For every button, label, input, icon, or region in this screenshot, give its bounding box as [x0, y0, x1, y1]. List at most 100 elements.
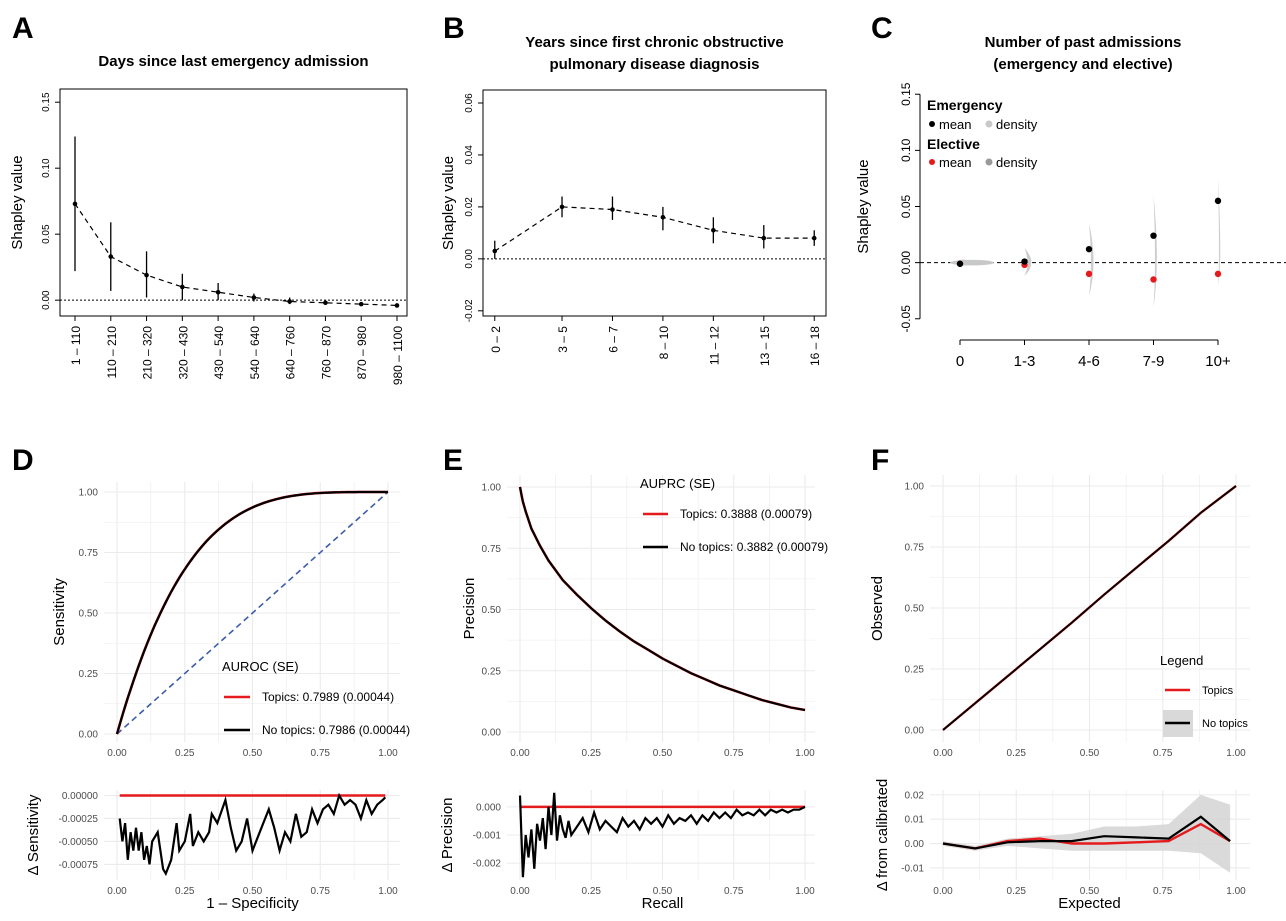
d-sub-ytick-label: -0.00025	[59, 814, 99, 825]
b-xtick-label: 8 – 10	[657, 326, 671, 360]
panel-label-c: C	[871, 12, 893, 45]
panel-label-b: B	[443, 12, 465, 45]
d-sub-xtick-label: 0.75	[311, 886, 331, 897]
c-ytick-label: -0.05	[899, 305, 913, 333]
c-density-shape	[1024, 248, 1032, 277]
panel-label-f: F	[871, 444, 889, 477]
c-legend-elective-density-swatch	[985, 158, 993, 166]
c-xtick-label: 7-9	[1143, 353, 1165, 370]
e-xlabel: Recall	[642, 895, 684, 912]
d-ytick-label: 0.50	[79, 609, 99, 620]
e-sub-ytick-label: -0.002	[473, 859, 502, 870]
a-ytick-label: 0.00	[41, 290, 52, 310]
panel-b: -0.02 0.00 0.02 0.04 0.06 Shapley value Years …	[440, 34, 827, 366]
f-sub-ytick-label: -0.01	[901, 863, 924, 874]
c-emergency-mean-point	[956, 260, 964, 267]
b-data-point	[660, 214, 666, 220]
d-ytick-label: 0.75	[79, 548, 99, 559]
a-data-point	[72, 201, 78, 207]
b-xtick-label: 0 – 2	[489, 326, 503, 353]
a-xtick-label: 1 – 110	[69, 326, 83, 365]
e-xtick-label: 1.00	[795, 748, 815, 759]
c-legend-emergency-density-label: density	[996, 117, 1038, 132]
f-xtick-label: 1.00	[1226, 748, 1246, 759]
c-emergency-mean-point	[1021, 258, 1028, 265]
f-sub-confidence-band	[943, 794, 1231, 873]
c-legend-emergency-title: Emergency	[927, 97, 1003, 113]
f-xtick-label: 0.50	[1080, 748, 1100, 759]
f-xtick-label: 0.75	[1153, 748, 1173, 759]
c-elective-mean-point	[1085, 270, 1093, 278]
e-ytick-label: 0.50	[482, 605, 502, 616]
e-sub-ylabel: Δ Precision	[439, 797, 456, 872]
d-legend-title: AUROC (SE)	[222, 659, 299, 674]
c-emergency-mean-point	[1085, 245, 1093, 253]
b-plot-box	[482, 89, 827, 317]
e-pr-no-topics-line	[518, 486, 806, 712]
c-xtick-label: 0	[956, 353, 964, 370]
e-sub-xtick-label: 0.75	[724, 886, 744, 897]
f-sub-ytick-label: 0.02	[905, 790, 925, 801]
e-xtick-label: 0.25	[582, 748, 602, 759]
e-sub-xtick-label: 0.50	[653, 886, 673, 897]
f-ytick-label: 0.75	[905, 543, 925, 554]
b-data-point	[492, 248, 498, 254]
a-data-point	[108, 254, 114, 259]
a-xtick-label: 760 – 870	[319, 326, 333, 380]
d-sub-xtick-label: 0.00	[107, 886, 127, 897]
b-ytick-label: -0.02	[464, 299, 475, 322]
f-cal-no-topics-line	[942, 485, 1237, 731]
e-ylabel: Precision	[461, 578, 478, 640]
b-ytick-label: 0.06	[464, 93, 475, 113]
a-trend-line	[74, 203, 398, 306]
a-ytick-label: 0.15	[41, 92, 52, 112]
e-sub-ytick-label: 0.000	[476, 802, 501, 813]
a-ylabel: Shapley value	[9, 155, 26, 249]
panel-label-a: A	[12, 12, 34, 45]
c-ytick-label: 0.00	[899, 251, 913, 275]
f-xlabel: Expected	[1058, 895, 1121, 912]
panel-e: 0.00 0.25 0.50 0.75 1.00 0.00 0.25 0.50 0.75 1.00…	[439, 475, 828, 912]
d-sub-no-topics-line	[118, 792, 387, 877]
d-sub-ytick-label: -0.00075	[59, 860, 99, 871]
a-data-point	[144, 272, 149, 278]
f-ytick-label: 0.00	[905, 726, 925, 737]
a-xtick-label: 540 – 640	[248, 326, 262, 380]
d-sub-ytick-label: 0.00000	[62, 791, 99, 802]
e-ytick-label: 0.75	[482, 544, 502, 555]
b-data-point	[811, 235, 817, 241]
d-sub-xtick-label: 0.50	[243, 886, 263, 897]
b-ytick-label: 0.02	[464, 197, 475, 217]
a-data-point	[358, 301, 364, 307]
b-ytick-label: 0.00	[464, 249, 475, 269]
e-sub-xtick-label: 1.00	[795, 886, 815, 897]
f-ytick-label: 1.00	[905, 482, 925, 493]
a-xtick-label: 110 – 210	[105, 326, 119, 379]
f-sub-ylabel: Δ from calibrated	[874, 779, 891, 892]
c-xtick-label: 4-6	[1078, 353, 1100, 370]
e-sub-ytick-label: -0.001	[473, 831, 502, 842]
a-data-point	[394, 303, 400, 308]
b-data-point	[711, 227, 716, 233]
panel-f: 0.00 0.25 0.50 0.75 1.00 0.00 0.25 0.50 0.75 1.00…	[869, 475, 1250, 912]
panel-d: 0.00 0.25 0.50 0.75 1.00 0.00 0.25 0.50 0.75 1.00…	[25, 482, 410, 912]
a-xtick-label: 640 – 760	[284, 326, 298, 380]
c-density-blob	[950, 259, 994, 266]
d-xlabel: 1 – Specificity	[206, 895, 299, 912]
b-title-line: Years since first chronic obstructive	[525, 34, 783, 51]
a-xtick-label: 870 – 980	[355, 326, 369, 380]
c-legend-elective-density-label: density	[996, 155, 1038, 170]
d-sub-ylabel: Δ Sensitivity	[25, 794, 42, 875]
c-title-line: (emergency and elective)	[993, 56, 1172, 73]
b-ytick-label: 0.04	[464, 145, 475, 165]
a-ytick-label: 0.05	[41, 224, 52, 244]
d-sub-ytick-label: -0.00050	[59, 837, 99, 848]
b-xtick-label: 6 – 7	[606, 326, 620, 353]
a-xtick-label: 320 – 430	[176, 326, 190, 380]
b-ylabel: Shapley value	[440, 156, 457, 250]
d-xtick-label: 1.00	[378, 748, 398, 759]
a-ytick-label: 0.10	[41, 158, 52, 178]
b-xtick-label: 11 – 12	[707, 326, 721, 365]
f-legend-no-topics-label: No topics	[1202, 718, 1248, 730]
